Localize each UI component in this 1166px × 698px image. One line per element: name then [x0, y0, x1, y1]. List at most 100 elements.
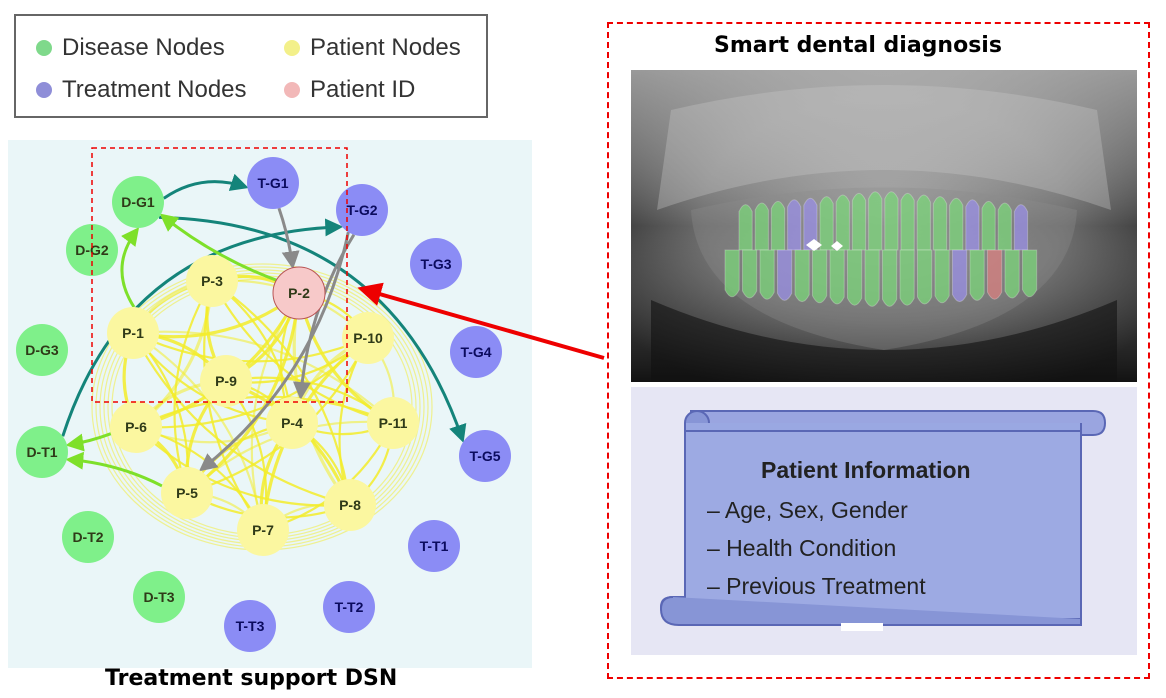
legend-label: Disease Nodes [62, 34, 225, 61]
node-circle [323, 581, 375, 633]
tooth-segment [882, 249, 898, 307]
tooth-segment [981, 200, 996, 251]
node-p-7[interactable]: P-7 [237, 504, 289, 556]
tooth-segment [917, 249, 933, 305]
node-circle [66, 224, 118, 276]
patient-id-dot-icon [284, 82, 300, 98]
tooth-segment [794, 249, 810, 303]
node-label: P-9 [215, 373, 237, 389]
node-d-g3[interactable]: D-G3 [16, 324, 68, 376]
node-p-3[interactable]: P-3 [186, 255, 238, 307]
legend-item-treatment: Treatment Nodes [36, 76, 247, 104]
node-circle [247, 157, 299, 209]
patient-edge [211, 280, 394, 425]
node-p-4[interactable]: P-4 [266, 397, 318, 449]
green-edge [159, 213, 277, 282]
node-label: P-6 [125, 419, 147, 435]
node-label: P-1 [122, 325, 144, 341]
scroll-icon [659, 410, 1107, 631]
tooth-segment [965, 199, 980, 251]
node-circle [272, 266, 326, 320]
tooth-segment [868, 191, 883, 251]
node-label: P-5 [176, 485, 198, 501]
node-label: D-G2 [75, 242, 109, 258]
teal-edge [162, 173, 249, 200]
node-label: D-T2 [72, 529, 103, 545]
patient-edge [135, 395, 394, 428]
node-t-g1[interactable]: T-G1 [247, 157, 299, 209]
node-p-1[interactable]: P-1 [107, 307, 159, 359]
node-circle [186, 255, 238, 307]
gray-edge [277, 207, 300, 270]
node-circle [266, 397, 318, 449]
treatment-dot-icon [36, 82, 52, 98]
node-label: P-2 [288, 285, 310, 301]
patient-edge [132, 330, 394, 424]
node-label: T-T1 [420, 538, 449, 554]
node-t-g3[interactable]: T-G3 [410, 238, 462, 290]
node-label: T-G4 [460, 344, 491, 360]
node-label: T-G5 [469, 448, 500, 464]
tooth-segment [884, 191, 899, 251]
legend-box: Disease Nodes Patient Nodes Treatment No… [14, 14, 488, 118]
node-p-9[interactable]: P-9 [200, 355, 252, 407]
node-p-11[interactable]: P-11 [367, 397, 419, 449]
diagnosis-title: Smart dental diagnosis [714, 33, 1002, 58]
node-circle [408, 520, 460, 572]
node-label: T-G2 [346, 202, 377, 218]
node-p-8[interactable]: P-8 [324, 479, 376, 531]
patient-dot-icon [284, 40, 300, 56]
tooth-segment [759, 249, 775, 300]
tooth-segment [899, 249, 915, 306]
tooth-segment [900, 192, 915, 251]
node-d-t2[interactable]: D-T2 [62, 511, 114, 563]
node-circle [62, 511, 114, 563]
node-p-5[interactable]: P-5 [161, 467, 213, 519]
node-t-t3[interactable]: T-T3 [224, 600, 276, 652]
node-label: T-G1 [257, 175, 288, 191]
patient-info-item: – Health Condition [707, 535, 897, 561]
node-p-6[interactable]: P-6 [110, 401, 162, 453]
patient-info-item: – Age, Sex, Gender [707, 497, 908, 523]
tooth-segment [1013, 204, 1029, 251]
node-label: P-11 [379, 415, 408, 431]
node-label: T-T3 [236, 618, 265, 634]
node-circle [16, 324, 68, 376]
node-label: D-T3 [143, 589, 174, 605]
node-t-g4[interactable]: T-G4 [450, 326, 502, 378]
legend-item-disease: Disease Nodes [36, 34, 225, 62]
node-p-10[interactable]: P-10 [342, 312, 394, 364]
node-label: P-8 [339, 497, 361, 513]
highlight-box [91, 147, 348, 403]
node-circle [237, 504, 289, 556]
node-d-g2[interactable]: D-G2 [66, 224, 118, 276]
node-t-t1[interactable]: T-T1 [408, 520, 460, 572]
node-circle [450, 326, 502, 378]
patient-edge [211, 280, 352, 506]
tooth-segment [851, 192, 867, 251]
patient-info-title: Patient Information [761, 457, 971, 483]
tooth-segment [819, 196, 834, 251]
tooth-segment [1022, 249, 1038, 298]
legend-label: Treatment Nodes [62, 76, 247, 103]
node-circle [133, 571, 185, 623]
node-label: D-G1 [121, 194, 155, 210]
node-d-g1[interactable]: D-G1 [112, 176, 164, 228]
node-p-2[interactable]: P-2 [272, 266, 326, 320]
tooth-segment [829, 249, 845, 305]
tooth-segment [997, 202, 1012, 251]
node-label: D-G3 [25, 342, 59, 358]
node-d-t3[interactable]: D-T3 [133, 571, 185, 623]
node-d-t1[interactable]: D-T1 [16, 426, 68, 478]
node-t-g5[interactable]: T-G5 [459, 430, 511, 482]
tooth-segment [847, 249, 863, 306]
node-label: P-7 [252, 522, 274, 538]
patient-edge [250, 292, 300, 531]
node-t-g2[interactable]: T-G2 [336, 184, 388, 236]
node-circle [200, 355, 252, 407]
tooth-segment [787, 199, 802, 251]
tooth-segment [949, 197, 964, 251]
node-t-t2[interactable]: T-T2 [323, 581, 375, 633]
tooth-segment [952, 249, 968, 303]
